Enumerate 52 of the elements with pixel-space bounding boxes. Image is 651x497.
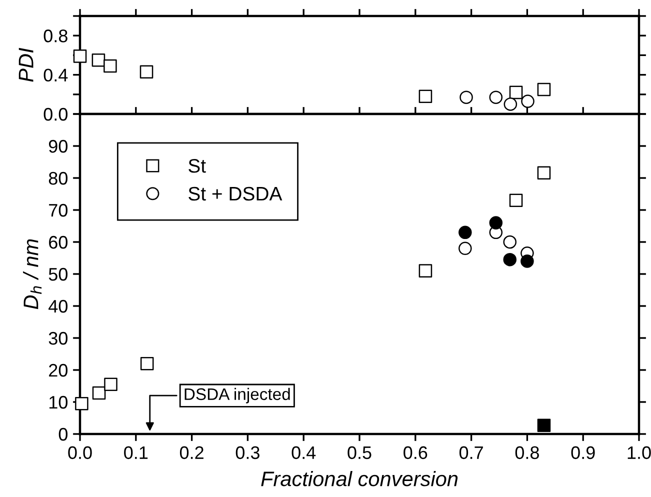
point xyxy=(537,166,551,180)
point xyxy=(520,254,534,268)
point xyxy=(503,235,517,249)
x-tick-label: 0.5 xyxy=(348,446,372,460)
x-tick-label: 0.0 xyxy=(68,446,92,460)
point xyxy=(140,356,154,370)
y-tick-label: 30 xyxy=(48,332,68,345)
x-tick-label: 0.2 xyxy=(180,446,204,460)
y-tick-label: 10 xyxy=(49,396,68,409)
point xyxy=(92,53,106,67)
y-tick-label: 90 xyxy=(48,140,68,153)
point xyxy=(75,396,88,410)
point xyxy=(92,386,106,400)
x-axis-title: Fractional conversion xyxy=(261,470,458,486)
point xyxy=(509,86,523,100)
point xyxy=(537,82,551,96)
y-axis-title: D$_{h}$ / nm xyxy=(23,239,42,310)
point xyxy=(140,65,154,78)
point xyxy=(104,378,118,392)
y-tick-label: 80 xyxy=(48,172,68,185)
point xyxy=(73,50,87,63)
y-tick-label: 70 xyxy=(49,204,68,217)
y-tick-label: 0.8 xyxy=(44,30,68,42)
point xyxy=(418,90,432,103)
point xyxy=(460,90,473,104)
y-tick-label: 40 xyxy=(48,300,68,313)
x-tick-label: 1.0 xyxy=(628,446,651,460)
y-tick-label: 60 xyxy=(49,236,68,249)
x-tick-label: 0.7 xyxy=(459,446,483,460)
x-tick-label: 0.9 xyxy=(571,446,595,460)
y-tick-label: 0.0 xyxy=(44,108,68,121)
annotation: DSDA injected xyxy=(184,388,290,404)
point xyxy=(509,194,523,208)
x-tick-label: 0.6 xyxy=(404,446,428,460)
y-tick-label: 20 xyxy=(49,364,68,377)
point xyxy=(418,264,432,278)
x-tick-label: 0.8 xyxy=(515,446,539,460)
point xyxy=(489,216,503,230)
legend-label: St xyxy=(188,158,206,173)
x-tick-label: 0.3 xyxy=(236,446,260,460)
y-tick-label: 50 xyxy=(48,268,68,281)
point xyxy=(489,90,503,104)
y-axis-title: PDI xyxy=(18,48,34,82)
point xyxy=(104,59,117,73)
point xyxy=(503,252,517,266)
y-tick-label: 0 xyxy=(58,428,68,441)
point xyxy=(537,418,551,432)
x-tick-label: 0.4 xyxy=(292,446,316,460)
legend-label: St + DSDA xyxy=(188,186,282,201)
x-tick-label: 0.1 xyxy=(124,446,148,460)
point xyxy=(458,226,472,240)
y-tick-label: 0.4 xyxy=(44,68,68,82)
